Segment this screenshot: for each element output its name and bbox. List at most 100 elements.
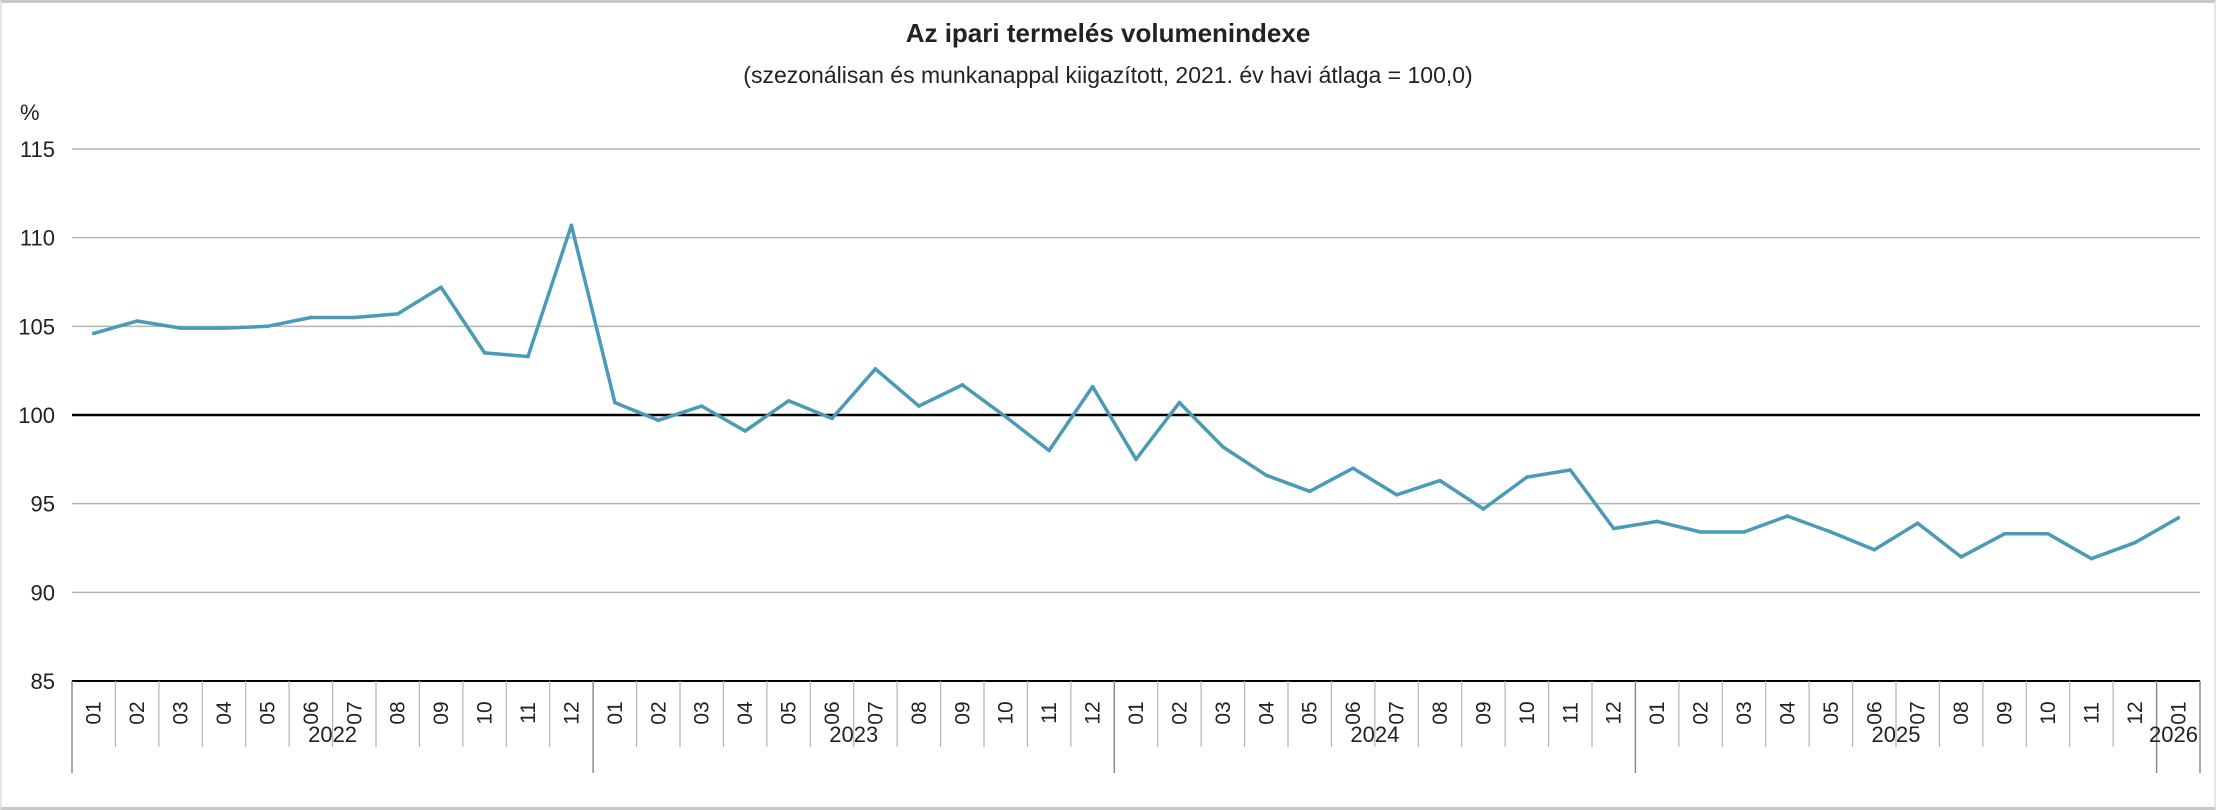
x-tick-label-month: 02 [1690,701,1713,724]
x-tick-label-month: 01 [1125,701,1148,724]
x-tick-label-month: 06 [821,701,844,724]
x-tick-label-year: 2026 [2149,722,2198,747]
x-tick-label-month: 06 [1342,701,1365,724]
y-axis-tick-labels: 85 90 95 100 105 110 115 [18,137,55,694]
data-point [1872,547,1877,552]
data-point [91,331,96,336]
data-point [1611,526,1616,531]
data-point [526,354,530,359]
x-tick-label-month: 03 [691,701,714,724]
y-tick-label: 85 [31,669,55,694]
x-tick-label-month: 03 [1733,701,1756,724]
data-point [2046,532,2050,536]
x-tick-label-month: 07 [1386,701,1409,724]
y-tick-label: 95 [31,492,55,517]
data-point [1915,521,1920,525]
data-point [395,312,400,316]
x-tick-label-month: 08 [1950,701,1973,724]
x-tick-label-month: 08 [908,701,931,724]
x-tick-label-year: 2022 [308,722,357,747]
series-layer [91,223,2181,561]
data-point [352,315,357,320]
data-point [1481,507,1486,511]
x-tick-label-month: 03 [1212,701,1235,724]
data-point [1307,489,1312,494]
x-tick-label-month: 04 [1255,701,1278,725]
x-tick-label-month: 04 [213,701,236,725]
x-tick-label-month: 05 [256,701,279,724]
x-tick-label-month: 01 [2167,701,2190,724]
data-point [960,383,965,387]
x-axis: 01 02 03 04 05 06 07 08 09 10 11 12 2022 01 02 03 04 05 06… [71,680,2201,773]
data-point [1394,493,1399,497]
data-point [1698,530,1703,534]
data-point [613,400,617,405]
data-point [699,404,704,408]
x-tick-label-month: 02 [126,701,149,724]
gridlines [72,148,2200,594]
data-point [1829,530,1833,534]
data-point [786,399,791,403]
data-point [2002,532,2007,536]
x-tick-label-month: 06 [1863,701,1886,724]
data-point [2133,540,2137,545]
x-tick-label-month: 12 [1603,701,1626,724]
x-tick-label-month: 10 [1516,701,1539,724]
data-point [1742,530,1746,534]
x-tick-label-month: 06 [300,701,323,724]
x-tick-label-month: 12 [560,701,583,724]
x-tick-label-month: 10 [474,701,497,724]
data-point [830,416,834,421]
data-point [309,315,313,320]
data-point [222,326,226,330]
x-tick-label-month: 11 [1559,702,1582,724]
data-point [482,351,487,355]
data-point [1177,400,1182,405]
y-tick-label: 90 [31,580,55,605]
chart-title: Az ipari termelés volumenindexe [906,18,1311,48]
data-point [1438,478,1442,483]
x-tick-label-month: 05 [778,701,801,724]
x-tick-label-month: 09 [430,701,453,724]
data-point [917,404,921,408]
data-point [1264,473,1269,478]
x-tick-label-month: 07 [864,701,887,724]
x-tick-label-month: 10 [2037,701,2060,724]
data-point [439,285,443,290]
x-tick-label-month: 11 [1038,702,1061,724]
data-point [265,324,270,329]
x-tick-label-month: 11 [2080,702,2103,724]
x-tick-label-year: 2024 [1350,722,1399,747]
data-point [178,326,183,330]
x-tick-label-month: 04 [734,701,757,725]
x-tick-label-month: 10 [995,701,1018,724]
x-tick-label-month: 09 [951,701,974,724]
y-axis-unit-label: % [20,100,40,125]
x-tick-label-month: 04 [1776,701,1799,725]
data-point [2089,556,2094,561]
y-tick-label: 110 [20,226,55,251]
data-point [1785,514,1790,518]
x-tick-label-month: 12 [2124,701,2147,724]
data-point [2176,516,2181,520]
x-tick-label-year: 2023 [829,722,878,747]
data-point [1047,448,1051,453]
x-tick-label-month: 02 [647,701,670,724]
chart-subtitle: (szezonálisan és munkanappal kiigazított… [743,62,1472,88]
x-tick-label-month: 12 [1082,701,1105,724]
data-point [1003,414,1008,419]
x-tick-label-month: 03 [170,701,193,724]
data-point [1568,468,1573,472]
series-line [91,223,2181,561]
x-tick-label-month: 08 [387,701,410,724]
x-tick-label-month: 01 [604,701,627,724]
data-point [1959,555,1963,559]
data-point [569,223,574,228]
x-tick-label-month: 01 [83,701,106,724]
x-tick-label-month: 09 [1994,701,2017,724]
data-point [1525,475,1529,479]
data-point [656,418,661,423]
y-tick-label: 115 [20,137,55,162]
